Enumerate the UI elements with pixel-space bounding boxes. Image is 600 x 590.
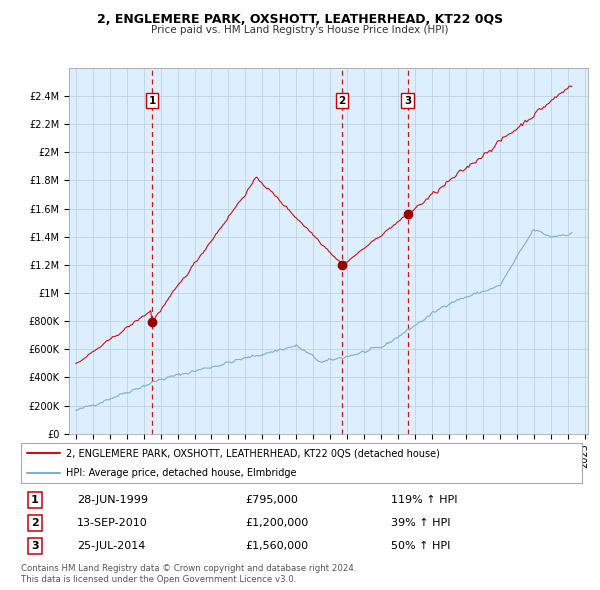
Text: 2: 2 [338, 96, 346, 106]
Text: 2, ENGLEMERE PARK, OXSHOTT, LEATHERHEAD, KT22 0QS: 2, ENGLEMERE PARK, OXSHOTT, LEATHERHEAD,… [97, 13, 503, 26]
Text: 119% ↑ HPI: 119% ↑ HPI [391, 494, 458, 504]
Text: 1: 1 [31, 494, 39, 504]
Text: 2, ENGLEMERE PARK, OXSHOTT, LEATHERHEAD, KT22 0QS (detached house): 2, ENGLEMERE PARK, OXSHOTT, LEATHERHEAD,… [66, 448, 440, 458]
Text: 25-JUL-2014: 25-JUL-2014 [77, 541, 145, 551]
Text: 3: 3 [404, 96, 411, 106]
Text: 1: 1 [148, 96, 155, 106]
Text: 39% ↑ HPI: 39% ↑ HPI [391, 518, 451, 527]
Text: HPI: Average price, detached house, Elmbridge: HPI: Average price, detached house, Elmb… [66, 468, 296, 478]
Text: 13-SEP-2010: 13-SEP-2010 [77, 518, 148, 527]
Text: Contains HM Land Registry data © Crown copyright and database right 2024.: Contains HM Land Registry data © Crown c… [21, 564, 356, 573]
Text: 28-JUN-1999: 28-JUN-1999 [77, 494, 148, 504]
Text: This data is licensed under the Open Government Licence v3.0.: This data is licensed under the Open Gov… [21, 575, 296, 584]
Text: £1,200,000: £1,200,000 [245, 518, 308, 527]
Text: £1,560,000: £1,560,000 [245, 541, 308, 551]
Text: 50% ↑ HPI: 50% ↑ HPI [391, 541, 451, 551]
Text: £795,000: £795,000 [245, 494, 298, 504]
Text: Price paid vs. HM Land Registry's House Price Index (HPI): Price paid vs. HM Land Registry's House … [151, 25, 449, 35]
Text: 2: 2 [31, 518, 39, 527]
Text: 3: 3 [31, 541, 39, 551]
